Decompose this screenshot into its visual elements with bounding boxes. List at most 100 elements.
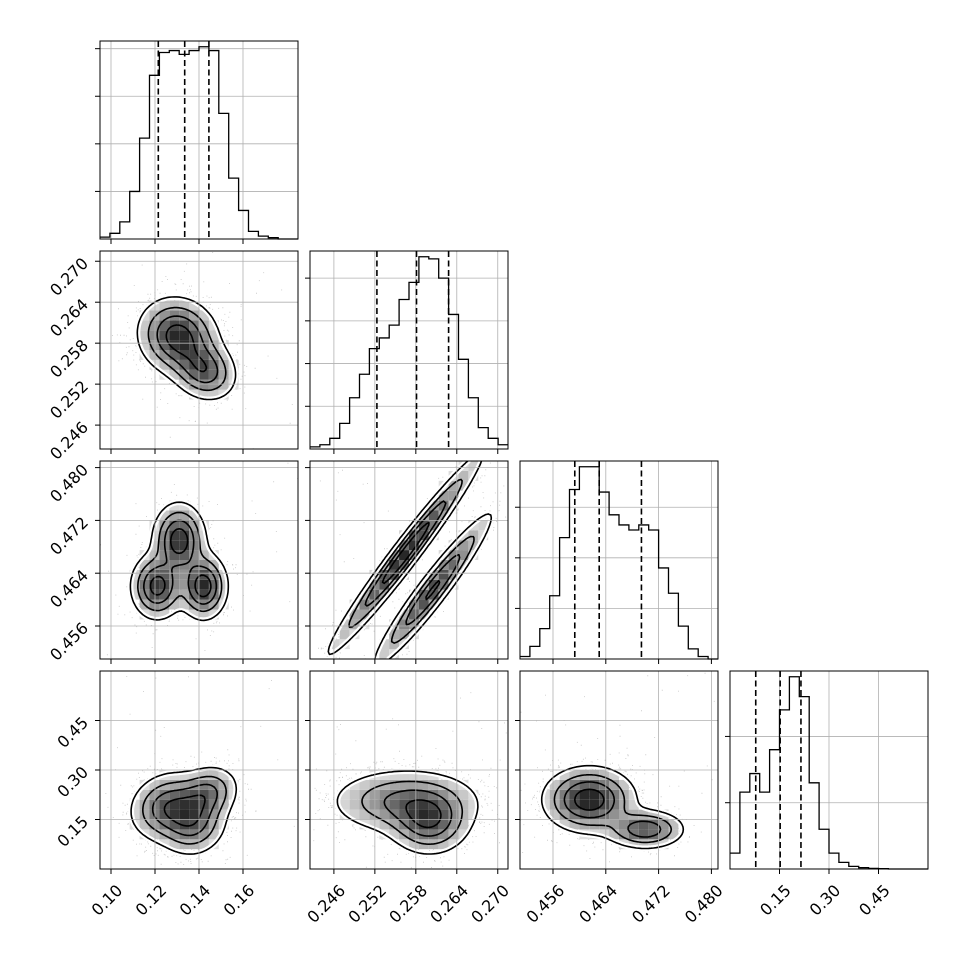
density-cell: [458, 819, 469, 830]
density-cell: [468, 809, 479, 820]
density-cell: [418, 599, 429, 610]
density-cell: [468, 530, 479, 541]
density-cell: [409, 779, 419, 790]
density-cell: [139, 560, 150, 570]
density-cell: [129, 579, 140, 590]
density-cell: [159, 819, 170, 830]
density-cell: [218, 350, 229, 360]
density-cell: [169, 300, 180, 311]
density-cell: [149, 779, 160, 790]
density-cell: [159, 599, 170, 610]
density-cell: [619, 819, 629, 830]
density-cell: [199, 550, 209, 560]
density-cell: [418, 589, 429, 600]
density-cell: [189, 379, 199, 390]
density-cell: [169, 369, 180, 380]
density-cell: [559, 809, 570, 820]
panel-frame: [309, 250, 509, 450]
density-cell: [448, 809, 459, 820]
y-tick-label: 0.30: [53, 763, 92, 802]
density-cell: [159, 789, 170, 800]
density-cell: [448, 819, 459, 830]
density-cell: [169, 789, 180, 800]
density-cell: [179, 320, 190, 331]
density-cell: [169, 579, 180, 590]
density-cell: [208, 809, 219, 820]
density-cell: [409, 530, 419, 541]
density-cell: [189, 799, 199, 810]
density-cell: [448, 779, 459, 790]
density-cell: [199, 609, 209, 620]
density-cell: [129, 809, 140, 820]
density-cell: [189, 560, 199, 570]
density-cell: [359, 779, 370, 790]
y-tick-label: 0.464: [46, 566, 92, 612]
density-cell: [169, 779, 180, 790]
x-tick-label: 0.14: [176, 881, 215, 920]
density-cell: [638, 809, 649, 820]
density-cell: [169, 599, 180, 610]
density-cell: [169, 799, 180, 810]
density-cell: [418, 809, 429, 820]
density-cell: [189, 599, 199, 610]
density-cell: [599, 829, 610, 840]
density-cell: [149, 609, 160, 620]
density-cell: [409, 540, 419, 551]
density-cell: [139, 589, 150, 600]
x-tick-label: 0.16: [220, 881, 259, 920]
density-panel-grid-6: [520, 671, 718, 869]
density-cell: [658, 829, 669, 840]
x-tick-label: 0.472: [628, 881, 674, 927]
density-cell: [208, 579, 219, 590]
density-cell: [458, 829, 469, 840]
x-tick-label: 0.456: [522, 881, 568, 927]
density-cell: [458, 789, 469, 800]
density-cell: [379, 579, 390, 590]
density-cell: [438, 579, 449, 590]
density-cell: [189, 770, 199, 780]
density-cell: [199, 579, 209, 590]
density-cell: [189, 310, 199, 321]
density-cell: [589, 779, 600, 790]
density-cell: [208, 379, 219, 390]
density-cell: [389, 789, 400, 800]
x-tick-label: 0.464: [575, 881, 621, 927]
histogram-panel-4: [730, 671, 928, 870]
density-cell: [179, 809, 190, 820]
y-tick-label: 0.456: [46, 619, 92, 665]
density-cell: [428, 829, 439, 840]
density-cell: [159, 609, 170, 620]
density-cell: [199, 369, 209, 380]
x-tick-label: 0.246: [303, 881, 349, 927]
density-cell: [208, 369, 219, 380]
density-panel-grid-4: [100, 671, 298, 869]
density-cell: [379, 639, 390, 650]
density-cell: [179, 839, 190, 850]
x-tick-label: 0.10: [88, 881, 127, 920]
density-cell: [569, 799, 580, 810]
density-cell: [189, 609, 199, 620]
density-cell: [389, 629, 400, 640]
density-cell: [379, 819, 390, 830]
density-cell: [169, 330, 180, 341]
contour-level-3: [383, 789, 453, 837]
density-cell: [379, 789, 390, 800]
density-cell: [199, 379, 209, 390]
density-cell: [349, 799, 360, 810]
density-cell: [559, 770, 570, 780]
density-cell: [208, 789, 219, 800]
density-cell: [218, 579, 229, 590]
density-cell: [179, 359, 190, 370]
density-cell: [159, 310, 170, 321]
density-cell: [379, 809, 390, 820]
density-cell: [218, 789, 229, 800]
density-cell: [648, 809, 659, 820]
density-cell: [399, 560, 409, 570]
contour-level-4: [165, 324, 208, 373]
density-cell: [609, 819, 619, 830]
density-cell: [389, 560, 400, 570]
density-cell: [599, 819, 610, 830]
density-cell: [169, 520, 180, 531]
density-cell: [399, 770, 409, 780]
density-cell: [149, 560, 160, 570]
